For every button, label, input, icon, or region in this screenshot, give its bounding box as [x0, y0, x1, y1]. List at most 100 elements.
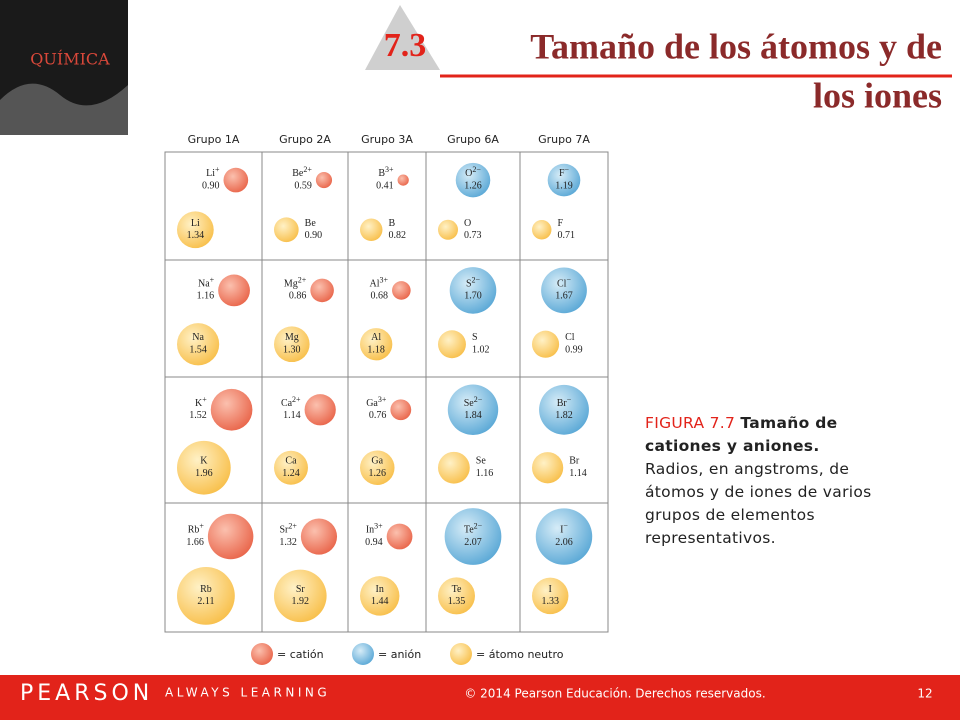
radius-label: 0.94 [365, 537, 383, 548]
element-symbol: In3+ [366, 521, 383, 535]
legend-swatch [450, 643, 472, 665]
element-symbol: F− [559, 165, 570, 179]
radius-label: 1.30 [283, 345, 301, 356]
column-header: Grupo 1A [188, 133, 240, 146]
anion-circle [547, 163, 581, 197]
atom-circle [438, 577, 475, 615]
radius-label: 1.19 [555, 180, 573, 191]
element-symbol: B3+ [378, 165, 394, 179]
anion-circle [449, 267, 497, 314]
symbol: In [376, 584, 384, 595]
symbol: Ca [281, 398, 293, 409]
caption-text: Radios, en angstroms, de átomos y de ion… [645, 460, 872, 547]
cation-circle [218, 274, 250, 307]
element-symbol: Cl [565, 333, 575, 344]
radius-label: 1.26 [464, 180, 482, 191]
radius-label: 1.96 [195, 468, 213, 479]
symbol: O [464, 218, 471, 229]
radius-label: 1.66 [186, 537, 204, 548]
radius-label: 0.82 [388, 230, 406, 241]
symbol: I [560, 525, 563, 536]
element-symbol: Br− [557, 395, 572, 409]
radius-label: 1.26 [369, 468, 387, 479]
radius-label: 2.11 [197, 596, 214, 607]
symbol: Cl [565, 333, 575, 344]
symbol: Se [476, 456, 487, 467]
symbol: Ga [366, 398, 378, 409]
charge: + [199, 521, 204, 530]
radius-label: 1.92 [292, 596, 310, 607]
atom-circle [438, 219, 459, 240]
cation-circle [397, 174, 409, 186]
symbol: I [549, 584, 552, 595]
radius-label: 1.33 [541, 596, 559, 607]
element-symbol: O [464, 218, 471, 229]
symbol: Be [292, 168, 304, 179]
cover-art [0, 83, 128, 135]
column-header: Grupo 2A [279, 133, 331, 146]
element-symbol: K+ [195, 395, 207, 409]
symbol: Br [569, 456, 580, 467]
symbol: Br [557, 398, 568, 409]
element-symbol: Sr2+ [279, 521, 297, 535]
anion-circle [447, 384, 499, 435]
column-header: Grupo 3A [361, 133, 413, 146]
atom-circle [438, 451, 470, 484]
symbol: F [559, 168, 565, 179]
radius-label: 1.54 [189, 345, 207, 356]
radius-label: 0.99 [565, 345, 583, 356]
radius-label: 1.16 [476, 468, 494, 479]
radius-label: 1.32 [279, 537, 297, 548]
symbol: Rb [188, 525, 200, 536]
symbol: Te [452, 584, 462, 595]
element-symbol: In [376, 584, 384, 595]
charge: 3+ [374, 521, 383, 530]
radius-label: 0.86 [289, 291, 307, 302]
element-symbol: Te [452, 584, 462, 595]
element-symbol: F [557, 218, 563, 229]
radius-label: 1.18 [367, 345, 385, 356]
element-symbol: K [200, 456, 208, 467]
element-symbol: Ca [285, 456, 297, 467]
symbol: F [557, 218, 563, 229]
symbol: Al [371, 333, 381, 344]
atom-circle [360, 328, 393, 361]
symbol: Mg [284, 279, 298, 290]
symbol: Sr [296, 584, 306, 595]
atom-circle [532, 577, 569, 615]
radius-label: 0.90 [202, 180, 220, 191]
symbol: Al [370, 279, 380, 290]
radius-label: 1.14 [569, 468, 587, 479]
element-symbol: Ga3+ [366, 395, 387, 409]
section-number: 7.3 [384, 27, 427, 64]
element-symbol: Sr [296, 584, 306, 595]
radius-label: 1.24 [282, 468, 300, 479]
charge: − [565, 165, 570, 174]
radius-label: 1.67 [555, 291, 573, 302]
symbol: Cl [557, 279, 567, 290]
charge: + [202, 395, 207, 404]
column-header: Grupo 7A [538, 133, 590, 146]
atom-circle [360, 576, 400, 616]
element-symbol: Na [192, 333, 204, 344]
symbol: Te [464, 525, 474, 536]
element-symbol: I [549, 584, 552, 595]
symbol: Ca [285, 456, 297, 467]
element-symbol: Ca2+ [281, 395, 301, 409]
radius-label: 1.52 [189, 410, 207, 421]
symbol: K [195, 398, 203, 409]
charge: + [215, 165, 220, 174]
charge: 2+ [303, 165, 312, 174]
atom-circle [177, 323, 220, 366]
charge: − [567, 395, 572, 404]
title-line: Tamaño de los átomos y de [530, 26, 942, 66]
anion-circle [455, 162, 491, 198]
charge: 3+ [378, 395, 387, 404]
symbol: Na [192, 333, 204, 344]
element-symbol: Ga [371, 456, 383, 467]
atom-circle [177, 211, 214, 249]
cation-circle [315, 171, 333, 189]
charge: 2− [474, 521, 483, 530]
charge: 2+ [298, 275, 307, 284]
